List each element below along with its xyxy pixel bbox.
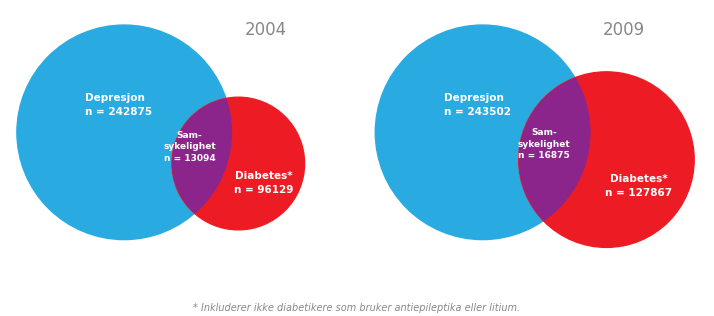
Text: Sam-
sykelighet
n = 16875: Sam- sykelighet n = 16875 xyxy=(518,128,570,160)
Text: 2004: 2004 xyxy=(244,21,286,39)
Circle shape xyxy=(17,25,231,240)
Circle shape xyxy=(376,25,590,240)
Circle shape xyxy=(518,72,694,247)
Text: Diabetes*
n = 96129: Diabetes* n = 96129 xyxy=(234,171,293,195)
Text: Depresjon
n = 243502: Depresjon n = 243502 xyxy=(443,94,511,117)
Text: 2009: 2009 xyxy=(603,21,645,39)
Circle shape xyxy=(17,25,231,240)
Circle shape xyxy=(376,25,590,240)
Circle shape xyxy=(172,97,305,230)
Text: Sam-
sykelighet
n = 13094: Sam- sykelighet n = 13094 xyxy=(163,131,216,162)
Text: Diabetes*
n = 127867: Diabetes* n = 127867 xyxy=(605,174,672,198)
Text: * Inkluderer ikke diabetikere som bruker antiepileptika eller litium.: * Inkluderer ikke diabetikere som bruker… xyxy=(193,303,521,313)
Text: Depresjon
n = 242875: Depresjon n = 242875 xyxy=(85,94,152,117)
